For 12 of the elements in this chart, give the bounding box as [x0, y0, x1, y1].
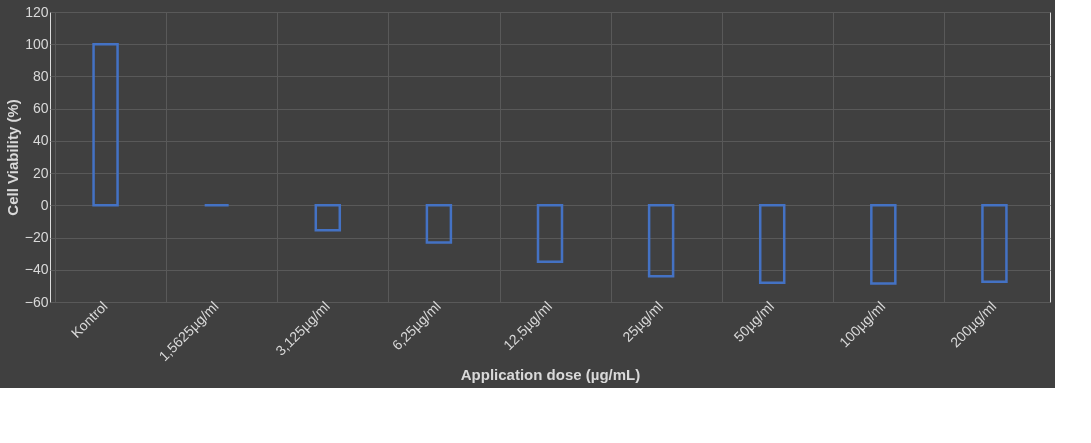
y-tick-label: −20 — [24, 229, 49, 246]
y-tick-label: 40 — [32, 132, 49, 149]
y-tick-label: 80 — [32, 67, 49, 84]
y-tick-label: 20 — [32, 164, 49, 181]
y-tick-label: −40 — [24, 261, 49, 278]
y-tick-label: −60 — [24, 293, 49, 310]
y-tick-label: 60 — [32, 100, 49, 117]
y-tick-label: 120 — [25, 3, 49, 20]
y-tick-label: 100 — [25, 35, 49, 52]
x-axis-title: Application dose (µg/mL) — [460, 366, 641, 384]
y-axis-title: Cell Viability (%) — [3, 99, 21, 216]
y-tick-label: 0 — [40, 196, 49, 213]
